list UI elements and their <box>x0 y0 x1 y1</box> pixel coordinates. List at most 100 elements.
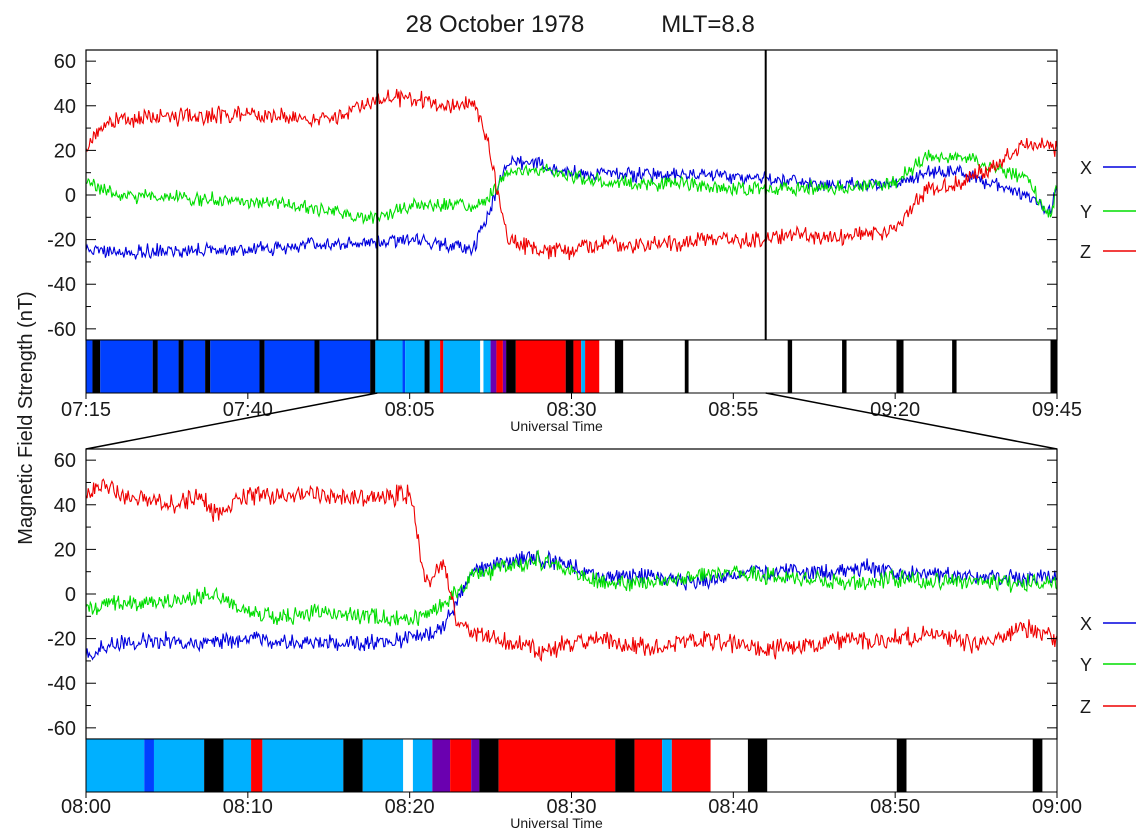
y-tick-label: 40 <box>54 495 76 517</box>
y-tick-label: 0 <box>65 584 76 606</box>
region-band-segment <box>152 340 158 393</box>
legend-label-x: X <box>1080 614 1092 634</box>
series-line-y <box>86 149 1057 225</box>
region-band-segment <box>662 739 672 792</box>
chart-title: 28 October 1978 <box>406 11 585 38</box>
region-band-segment <box>210 340 260 393</box>
y-tick-label: 20 <box>54 539 76 561</box>
series-line-x <box>86 154 1057 260</box>
region-band-segment <box>688 340 788 393</box>
region-band-segment <box>251 739 263 792</box>
region-band-segment <box>634 739 663 792</box>
region-band-segment <box>432 739 451 792</box>
region-band-segment <box>259 340 265 393</box>
zoom-connector <box>85 392 378 450</box>
y-tick-label: 60 <box>54 51 76 73</box>
region-band-segment <box>86 739 145 792</box>
y-tick-label: -60 <box>47 319 76 341</box>
region-band-segment <box>403 739 413 792</box>
region-band-segment <box>370 340 376 393</box>
region-band-segment <box>767 739 897 792</box>
region-band-segment <box>956 340 1051 393</box>
y-tick-label: -40 <box>47 673 76 695</box>
y-tick-label: -20 <box>47 230 76 252</box>
region-band-segment <box>846 340 897 393</box>
region-band-segment <box>581 340 586 393</box>
region-band-segment <box>424 340 430 393</box>
region-band-segment <box>787 340 793 393</box>
x-tick-label: 08:00 <box>61 796 111 818</box>
series-line-z <box>86 478 1057 663</box>
region-band-segment <box>623 340 685 393</box>
region-band-segment <box>314 340 320 393</box>
region-band-segment <box>405 340 425 393</box>
zoom-connector-lines <box>85 392 1058 450</box>
region-band-segment <box>183 340 206 393</box>
zoom-connector <box>765 392 1058 450</box>
y-tick-label: 20 <box>54 140 76 162</box>
y-tick-label: -20 <box>47 629 76 651</box>
plot-frame <box>85 448 1058 740</box>
bottom-panel: -60 -40 -20 0 20 40 60 08:00 08:10 08:20 08:30 08:4… <box>47 448 1136 831</box>
series-line-z <box>86 88 1057 261</box>
region-band-segment <box>615 739 635 792</box>
region-band-segment <box>262 739 344 792</box>
x-tick-label: 09:00 <box>1032 796 1082 818</box>
region-band-segment <box>585 340 600 393</box>
region-band-segment <box>92 340 101 393</box>
region-band-segment <box>178 340 184 393</box>
x-tick-label: 08:40 <box>708 796 758 818</box>
y-tick-label: 60 <box>54 450 76 472</box>
region-band-segment <box>450 739 472 792</box>
region-band-segment <box>319 340 371 393</box>
region-band-segment <box>573 340 582 393</box>
x-tick-label: 08:55 <box>708 399 758 421</box>
series-line-y <box>86 549 1057 627</box>
region-band-segment <box>443 340 481 393</box>
region-band-segment <box>362 739 404 792</box>
chart-subtitle: MLT=8.8 <box>661 11 755 38</box>
plot-frame <box>85 49 1058 341</box>
region-band-segment <box>671 739 711 792</box>
region-band-segment <box>842 340 847 393</box>
region-band-segment <box>343 739 363 792</box>
legend-label-z: Z <box>1080 697 1091 717</box>
region-band-segment <box>100 340 153 393</box>
region-band-segment <box>264 340 315 393</box>
region-band-segment <box>153 739 205 792</box>
y-axis-label: Magnetic Field Strength (nT) <box>15 291 37 544</box>
series-line-x <box>86 549 1057 661</box>
x-tick-label: 08:50 <box>870 796 920 818</box>
region-band-segment <box>440 340 444 393</box>
x-tick-label: 07:15 <box>61 399 111 421</box>
region-band-segment <box>412 739 433 792</box>
region-band-segment <box>86 340 93 393</box>
region-band-segment <box>223 739 252 792</box>
region-band-segment <box>896 340 904 393</box>
legend-label-y: Y <box>1080 202 1092 222</box>
legend-label-y: Y <box>1080 655 1092 675</box>
y-tick-label: 40 <box>54 96 76 118</box>
region-band-segment <box>506 340 516 393</box>
region-band-segment <box>906 739 1033 792</box>
region-band-segment <box>502 340 507 393</box>
region-band-segment <box>480 340 484 393</box>
region-band-segment <box>710 739 748 792</box>
region-band-segment <box>684 340 689 393</box>
region-band-segment <box>1042 739 1057 792</box>
x-tick-label: 08:30 <box>546 796 596 818</box>
region-band-segment <box>471 739 480 792</box>
region-band-segment <box>144 739 154 792</box>
y-tick-label: 0 <box>65 185 76 207</box>
region-band-segment <box>614 340 624 393</box>
region-band-segment <box>599 340 615 393</box>
region-band-segment <box>496 340 503 393</box>
region-band-segment <box>490 340 497 393</box>
region-band-segment <box>375 340 403 393</box>
region-band-segment <box>565 340 574 393</box>
region-band-segment <box>1032 739 1043 792</box>
y-tick-label: -40 <box>47 274 76 296</box>
y-tick-label: -60 <box>47 718 76 740</box>
